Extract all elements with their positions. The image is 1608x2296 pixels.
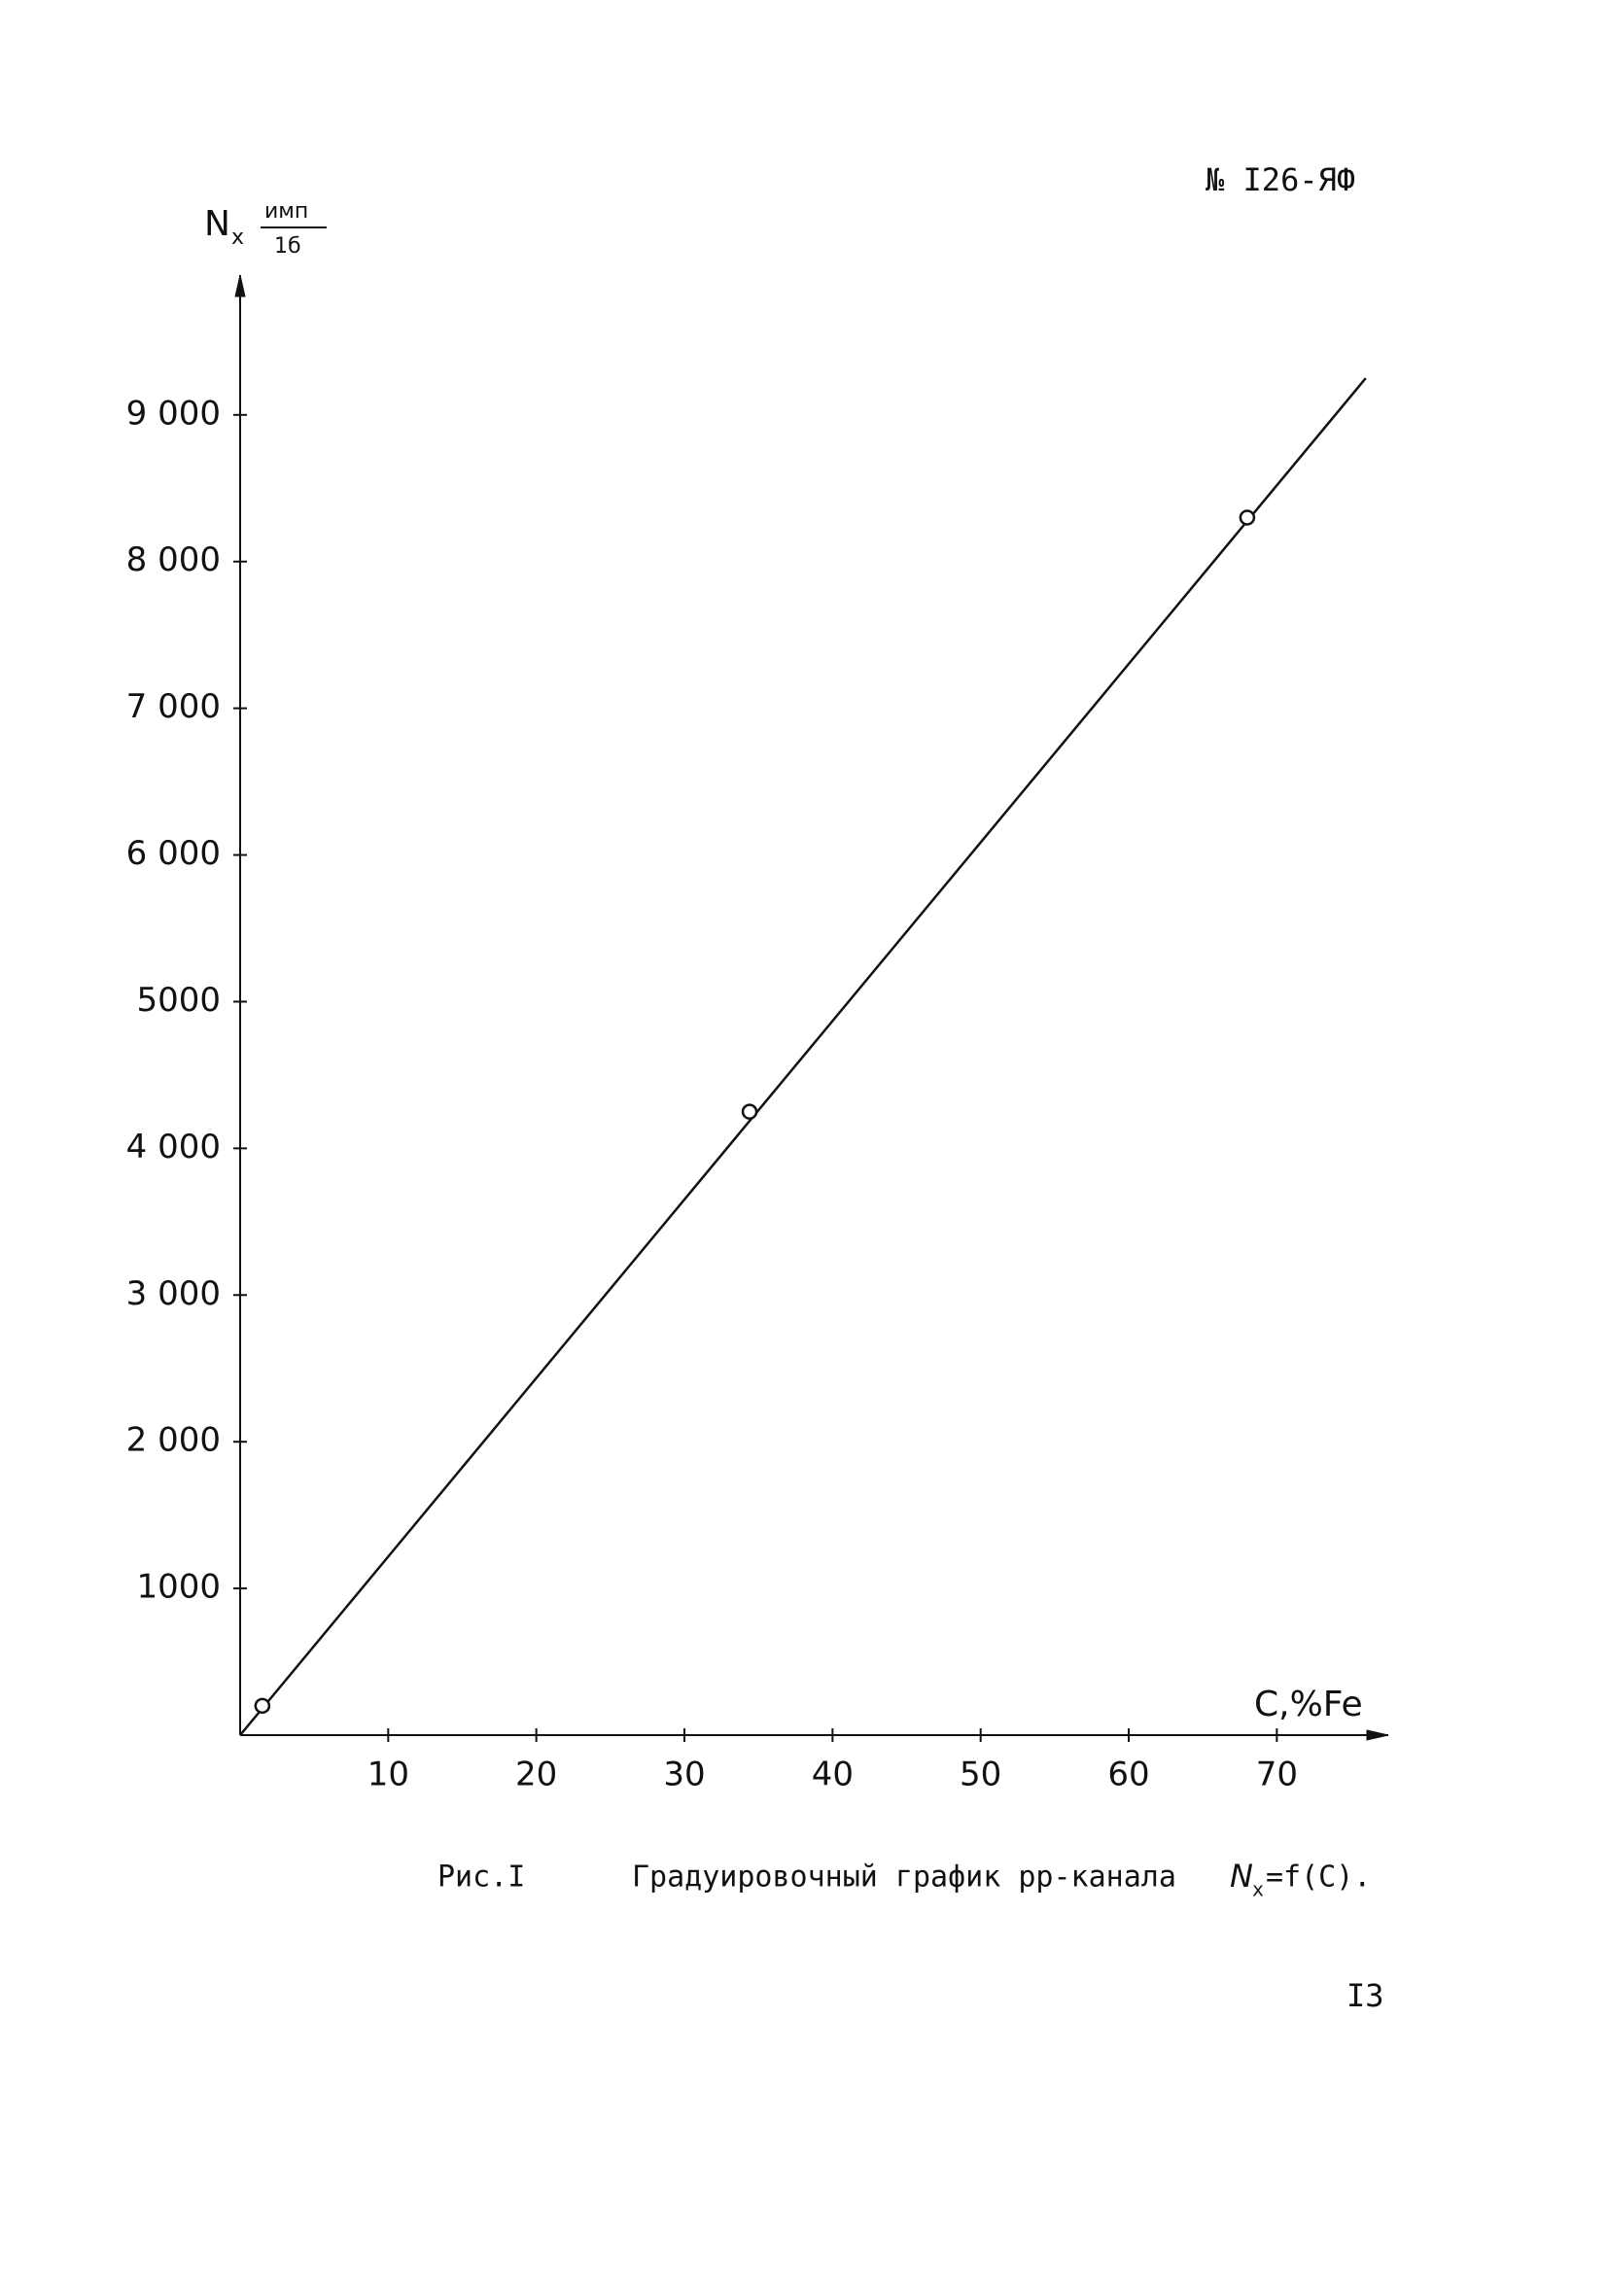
y-tick-label: 4 000 [126,1128,221,1166]
x-tick-label: 60 [1107,1756,1149,1794]
x-label: C,%Fe [1254,1685,1363,1724]
y-tick-label: 5000 [136,981,221,1020]
y-tick-label: 8 000 [126,540,221,579]
page-number: I3 [1346,1977,1384,2014]
caption-formula: =f(C). [1266,1861,1371,1895]
x-tick-label: 10 [367,1756,409,1794]
x-arrow [1366,1729,1389,1741]
x-tick-label: 50 [960,1756,1001,1794]
data-point [254,1697,271,1715]
y-tick-label: 9 000 [126,394,221,433]
caption-text: Градуировочный график pp-канала [632,1861,1176,1895]
x-tick-label: 70 [1256,1756,1298,1794]
caption-symbol: N [1230,1858,1253,1895]
x-tick-label: 20 [515,1756,557,1794]
y-label-unit-bottom: 1б [274,234,301,259]
calibration-line [239,377,1367,1736]
caption-subscript: x [1252,1878,1264,1901]
y-arrow [234,274,246,297]
y-label-symbol: N [204,204,230,244]
plot: 1000 2 000 3 000 4 000 5000 6 000 7 000 8 000 9 … [126,274,1389,1794]
x-tick-label: 30 [663,1756,705,1794]
y-label-unit-top: имп [264,199,308,224]
y-tick-label: 1000 [136,1568,221,1607]
y-tick-label: 7 000 [126,687,221,726]
y-tick-label: 2 000 [126,1421,221,1460]
y-label-subscript: x [231,226,244,250]
data-point [1239,509,1256,526]
caption-label: Рис.I [437,1861,525,1895]
doc-number: № I26-ЯФ [1206,161,1355,198]
data-point [741,1103,758,1120]
y-tick-label: 3 000 [126,1274,221,1313]
x-tick-label: 40 [812,1756,854,1794]
y-tick-label: 6 000 [126,834,221,873]
